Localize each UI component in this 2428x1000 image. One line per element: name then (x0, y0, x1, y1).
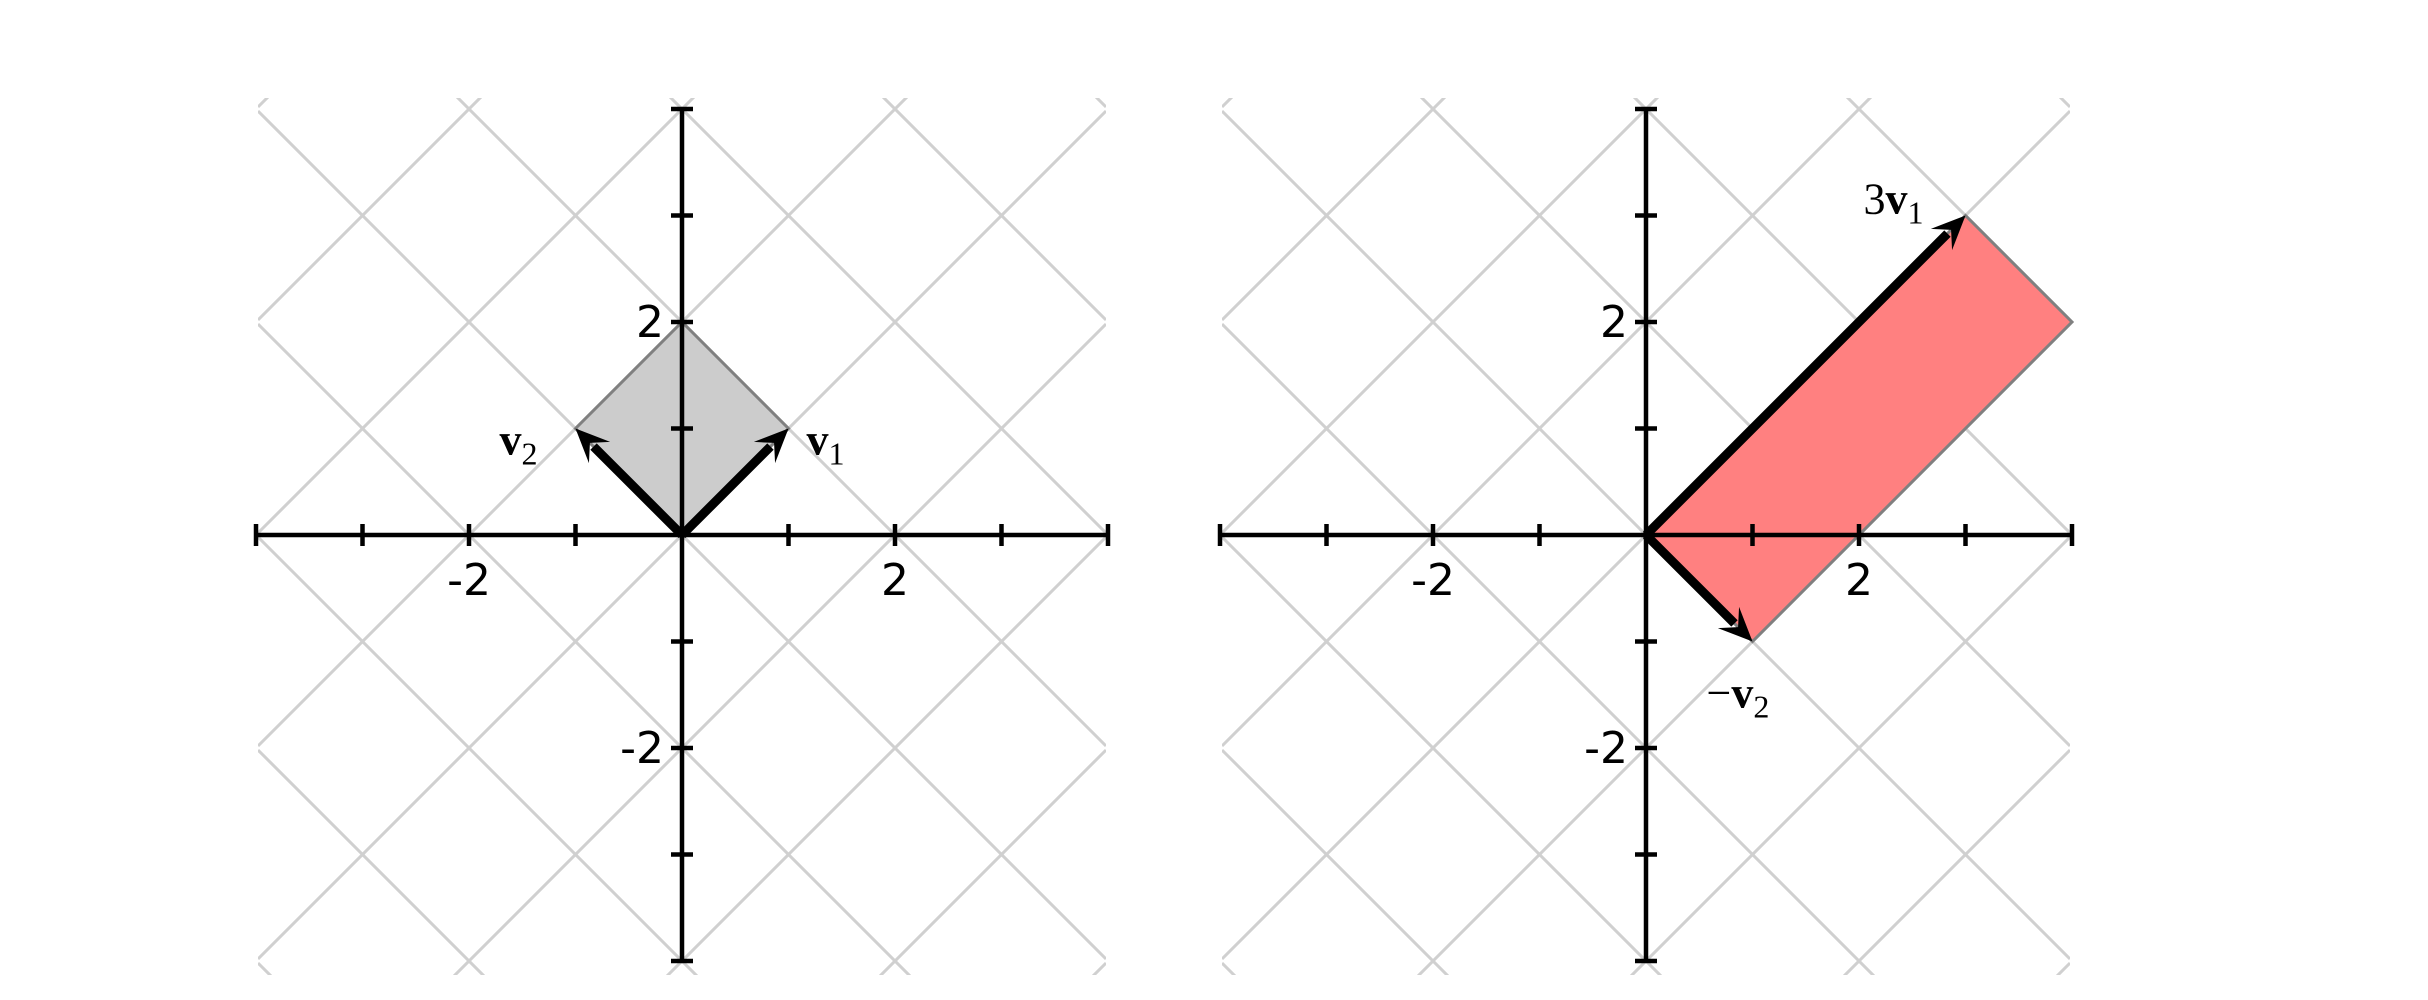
vector-label-subscript: 2 (522, 436, 538, 472)
vector-label-subscript: 2 (1753, 689, 1769, 725)
grid-line (1842, 748, 2070, 975)
vector-label-subscript: 1 (1908, 195, 1924, 231)
vector-v2-shaft (590, 443, 686, 539)
x-tick-label: 2 (1845, 555, 1873, 606)
y-tick-label: -2 (620, 723, 664, 774)
vector-v2-arrowhead (575, 428, 611, 464)
grid-line (1845, 98, 2070, 322)
y-tick-label: -2 (1584, 723, 1628, 774)
vector-v2-label: v2 (500, 416, 538, 472)
grid-line (2058, 98, 2070, 109)
grid-line (1094, 98, 1106, 109)
vector-label-main: v (1731, 669, 1753, 718)
grid-line (258, 748, 486, 975)
vector-minus-v2-arrowhead (1717, 606, 1753, 642)
vector-3v1-label: 3v1 (1864, 175, 1924, 231)
vector-label-main: v (500, 416, 522, 465)
y-tick-label: 2 (636, 297, 664, 348)
grid-line (258, 961, 273, 975)
x-tick-label: -2 (1411, 555, 1455, 606)
grid-line (1222, 98, 1447, 322)
grid-line (878, 748, 1106, 975)
grid-line (258, 98, 483, 322)
vector-v1-label: v1 (807, 416, 845, 472)
grid-line (1222, 748, 1450, 975)
grid-line (1091, 961, 1106, 975)
grid-line (258, 98, 270, 109)
vector-label-prefix: 3 (1864, 175, 1886, 224)
y-tick-label: 2 (1600, 297, 1628, 348)
vector-label-main: v (807, 416, 829, 465)
vector-label-main: v (1886, 175, 1908, 224)
vector-3v1-arrowhead (1930, 215, 1966, 251)
vector-label-prefix: − (1707, 669, 1732, 718)
x-tick-label: 2 (881, 555, 909, 606)
vector-v1-arrowhead (753, 428, 789, 464)
grid-line (2055, 961, 2070, 975)
grid-line (1222, 961, 1237, 975)
x-tick-label: -2 (447, 555, 491, 606)
vector-v1-shaft (678, 443, 774, 539)
grid-line (1222, 98, 1234, 109)
grid-line (881, 98, 1106, 322)
vector-3v1-shaft (1642, 230, 1951, 539)
vector-minus-v2-shaft (1642, 531, 1738, 627)
vector-label-subscript: 1 (829, 436, 845, 472)
vector-minus-v2-label: −v2 (1707, 669, 1770, 725)
